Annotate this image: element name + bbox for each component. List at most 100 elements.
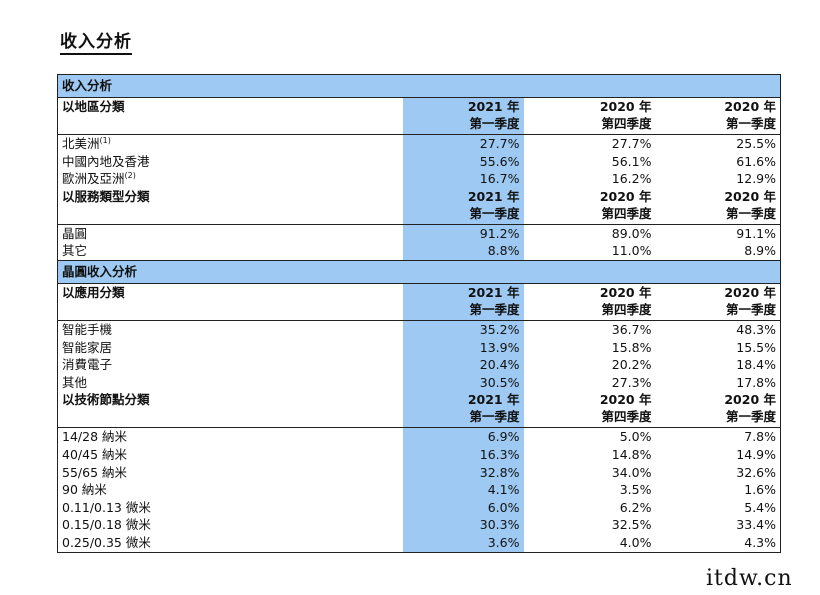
row-label-cell: 90 納米: [57, 481, 403, 499]
value-cell: 4.3%: [655, 533, 782, 553]
column-header: 2020 年第一季度: [655, 283, 782, 321]
section-header-row: 收入分析: [56, 74, 782, 98]
row-label: 消費電子: [62, 357, 113, 373]
column-header-year: 2021 年: [467, 284, 520, 300]
column-header: 2020 年第一季度: [655, 187, 782, 225]
table-row: 北美洲(1) 27.7% 27.7% 25.5%: [57, 134, 782, 153]
section-title: 收入分析: [56, 74, 782, 98]
row-label: 0.15/0.18 微米: [62, 517, 151, 533]
value-cell: 6.2%: [619, 499, 652, 515]
column-header-quarter: 第一季度: [469, 116, 520, 131]
row-label-cell: 智能家居: [57, 338, 403, 357]
value-cell: 91.1%: [655, 224, 782, 243]
column-header-year: 2021 年: [467, 392, 520, 408]
row-label-cell: 其他: [57, 373, 403, 392]
group-label: 以地區分類: [57, 97, 403, 135]
column-header-quarter: 第四季度: [601, 205, 652, 221]
value-cell: 30.3%: [402, 516, 524, 534]
value-cell: 56.1%: [611, 153, 652, 169]
column-header: 2020 年第四季度: [523, 97, 656, 135]
row-label-cell: 歐洲及亞洲(2): [57, 170, 403, 188]
column-header-year: 2020 年: [599, 99, 652, 114]
group-header-row: 以技術節點分類 2021 年第一季度 2020 年第四季度 2020 年第一季度: [57, 391, 782, 429]
row-label-cell: 0.15/0.18 微米: [57, 516, 403, 534]
table-row: 智能家居 13.9% 15.8% 15.5%: [57, 338, 782, 357]
table-row: 14/28 納米 6.9% 5.0% 7.8%: [57, 427, 782, 446]
value-cell: 32.5%: [611, 517, 652, 533]
table-row: 0.25/0.35 微米 3.6% 4.0% 4.3%: [57, 533, 782, 553]
group-header-row: 以地區分類 2021 年第一季度 2020 年第四季度 2020 年第一季度: [57, 97, 782, 135]
table-row: 其它 8.8% 11.0% 8.9%: [57, 242, 782, 261]
value-cell: 11.0%: [611, 243, 652, 259]
table-row: 歐洲及亞洲(2) 16.7% 16.2% 12.9%: [57, 170, 782, 188]
group-label: 以應用分類: [57, 283, 403, 321]
row-label: 其他: [62, 374, 88, 390]
row-label-cell: 中國內地及香港: [57, 152, 403, 171]
group-header-row: 以服務類型分類 2021 年第一季度 2020 年第四季度 2020 年第一季度: [57, 187, 782, 225]
section-title: 晶圓收入分析: [56, 259, 782, 284]
row-label: 北美洲: [62, 136, 100, 151]
column-header: 2021 年第一季度: [402, 391, 524, 429]
value-cell: 25.5%: [655, 134, 782, 153]
value-cell: 16.3%: [402, 445, 524, 464]
value-cell: 61.6%: [655, 152, 782, 171]
row-label-cell: 晶圓: [57, 224, 403, 243]
column-header: 2020 年第四季度: [523, 391, 656, 429]
value-cell: 16.2%: [611, 171, 652, 187]
column-header-year: 2020 年: [724, 284, 777, 300]
row-label-cell: 北美洲(1): [57, 134, 403, 153]
footnote-marker: (1): [99, 136, 111, 145]
row-label: 14/28 納米: [62, 429, 127, 445]
value-cell: 16.7%: [402, 170, 524, 188]
value-cell: 6.0%: [402, 498, 524, 517]
row-label: 其它: [62, 243, 88, 259]
value-cell: 1.6%: [655, 481, 782, 499]
column-header-year: 2020 年: [724, 392, 777, 408]
column-header-year: 2020 年: [724, 188, 777, 204]
table-row: 中國內地及香港 55.6% 56.1% 61.6%: [57, 152, 782, 171]
column-header-year: 2021 年: [467, 188, 520, 204]
value-cell: 8.9%: [655, 242, 782, 261]
row-label-cell: 0.25/0.35 微米: [57, 533, 403, 553]
value-cell: 91.2%: [402, 224, 524, 243]
row-label: 中國內地及香港: [62, 153, 150, 169]
column-header-quarter: 第四季度: [601, 301, 652, 317]
value-cell: 7.8%: [655, 427, 782, 446]
value-cell: 27.7%: [402, 134, 524, 153]
value-cell: 32.8%: [402, 463, 524, 482]
column-header: 2021 年第一季度: [402, 187, 524, 225]
column-header-quarter: 第一季度: [469, 409, 520, 425]
row-label: 0.25/0.35 微米: [62, 534, 151, 550]
row-label: 55/65 納米: [62, 464, 127, 480]
value-cell: 14.8%: [611, 446, 652, 462]
column-header-year: 2020 年: [724, 99, 777, 114]
row-label-cell: 0.11/0.13 微米: [57, 498, 403, 517]
revenue-analysis-table: 收入分析 以地區分類 2021 年第一季度 2020 年第四季度 2020 年第一季度北…: [56, 74, 782, 553]
table-row: 0.15/0.18 微米 30.3% 32.5% 33.4%: [57, 516, 782, 534]
row-label-cell: 智能手機: [57, 320, 403, 339]
value-cell: 4.1%: [402, 481, 524, 499]
column-header-quarter: 第一季度: [726, 116, 777, 131]
value-cell: 27.3%: [611, 374, 652, 390]
value-cell: 14.9%: [655, 445, 782, 464]
column-header-quarter: 第一季度: [726, 205, 777, 221]
value-cell: 36.7%: [611, 321, 652, 337]
column-header: 2020 年第一季度: [655, 391, 782, 429]
table-row: 55/65 納米 32.8% 34.0% 32.6%: [57, 463, 782, 482]
value-cell: 5.4%: [655, 498, 782, 517]
value-cell: 15.8%: [611, 339, 652, 355]
value-cell: 27.7%: [611, 136, 652, 151]
value-cell: 18.4%: [655, 356, 782, 374]
column-header-year: 2021 年: [467, 99, 520, 114]
group-label: 以服務類型分類: [57, 187, 403, 225]
row-label-cell: 消費電子: [57, 356, 403, 374]
value-cell: 20.2%: [611, 357, 652, 373]
column-header: 2020 年第一季度: [655, 97, 782, 135]
footnote-marker: (2): [124, 171, 136, 181]
row-label: 晶圓: [62, 225, 88, 241]
column-header-quarter: 第四季度: [601, 409, 652, 425]
column-header-quarter: 第四季度: [601, 116, 652, 131]
table-row: 其他 30.5% 27.3% 17.8%: [57, 373, 782, 392]
row-label: 90 納米: [62, 482, 107, 498]
row-label: 智能手機: [62, 321, 113, 337]
